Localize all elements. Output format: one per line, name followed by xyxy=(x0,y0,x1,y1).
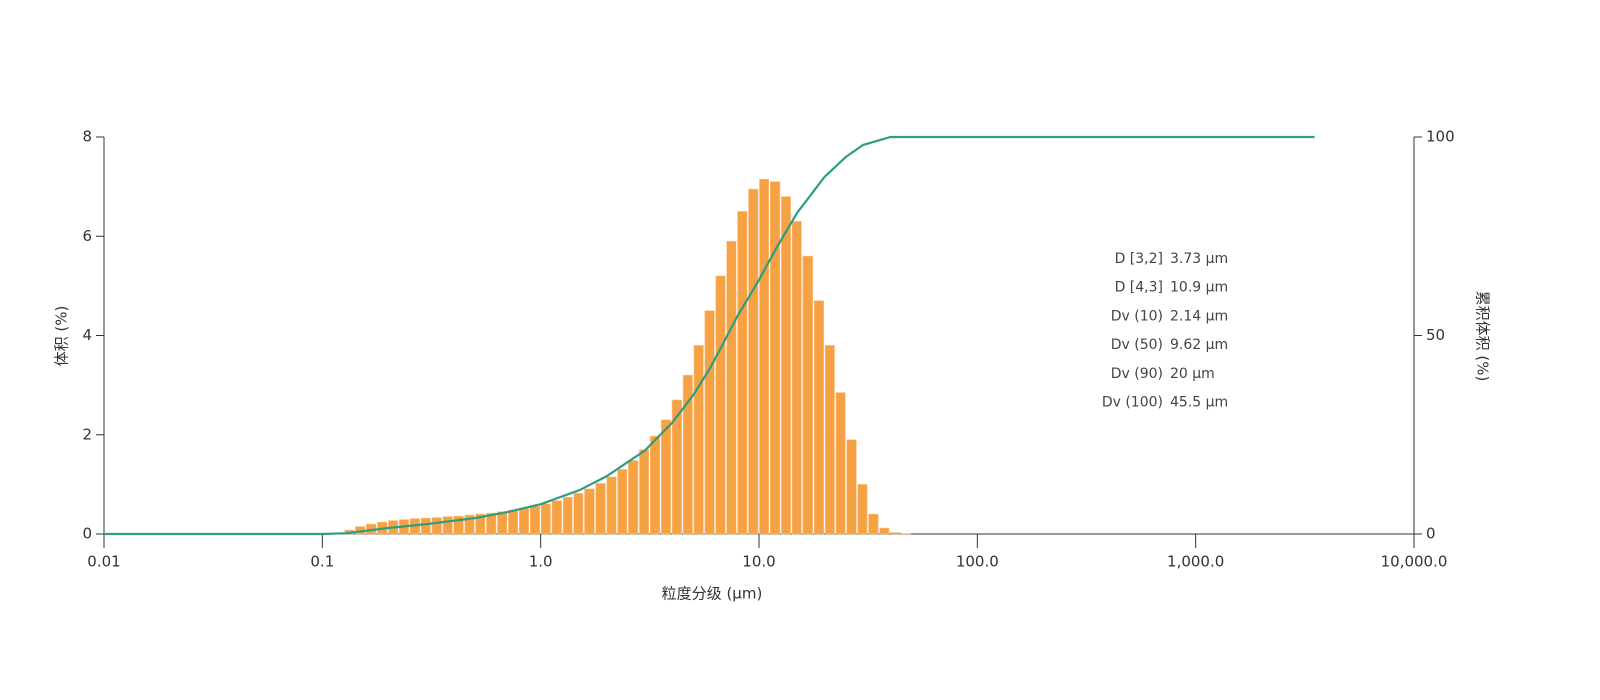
bar xyxy=(704,310,715,535)
bar xyxy=(617,469,628,535)
y2-axis-label: 累积体积 (%) xyxy=(1474,291,1492,382)
x-tick-label: 0.01 xyxy=(87,553,120,571)
bar xyxy=(671,399,682,535)
bar xyxy=(769,181,781,535)
annotation-value: 9.62 μm xyxy=(1170,337,1228,353)
y-tick-label: 0 xyxy=(82,525,92,543)
bar xyxy=(518,507,530,535)
x-tick-label: 10.0 xyxy=(742,553,775,571)
bar xyxy=(791,221,802,535)
annotation-label: Dv (90) xyxy=(1111,366,1163,382)
y2-tick-label: 50 xyxy=(1426,326,1445,344)
x-tick-label: 10,000.0 xyxy=(1381,553,1448,571)
bar xyxy=(420,517,431,535)
bar xyxy=(835,392,846,535)
annotation-value: 3.73 μm xyxy=(1170,251,1228,267)
annotation-label: Dv (100) xyxy=(1102,395,1163,411)
bar xyxy=(475,513,486,535)
bar xyxy=(846,439,857,535)
x-tick-label: 100.0 xyxy=(956,553,999,571)
y-tick-label: 8 xyxy=(82,128,92,146)
bar xyxy=(726,240,737,535)
x-tick-label: 1,000.0 xyxy=(1167,553,1224,571)
bar xyxy=(508,509,519,535)
bar xyxy=(442,516,453,535)
bar xyxy=(464,514,475,535)
y-axis-label: 体积 (%) xyxy=(53,306,71,367)
annotation-label: D [3,2] xyxy=(1115,251,1163,267)
bar xyxy=(890,532,901,535)
bar xyxy=(879,527,890,535)
y-tick-label: 2 xyxy=(82,425,92,443)
annotation-value: 10.9 μm xyxy=(1170,280,1228,296)
annotation-label: Dv (10) xyxy=(1111,308,1163,324)
bar xyxy=(715,275,726,535)
bar xyxy=(453,515,464,535)
bar xyxy=(737,211,748,535)
bar xyxy=(813,300,825,535)
bar xyxy=(639,449,650,535)
annotation-label: D [4,3] xyxy=(1115,280,1163,296)
bar xyxy=(540,503,551,535)
y2-tick-label: 0 xyxy=(1426,525,1436,543)
x-tick-label: 0.1 xyxy=(310,553,334,571)
bar xyxy=(584,488,595,535)
bar xyxy=(649,435,661,535)
bar xyxy=(802,255,813,535)
bar xyxy=(551,500,562,535)
bar xyxy=(497,511,508,535)
bar xyxy=(693,345,704,535)
annotation-label: Dv (50) xyxy=(1111,337,1163,353)
bar xyxy=(868,513,879,535)
bar xyxy=(486,512,497,535)
bar xyxy=(431,517,442,535)
bar xyxy=(824,345,835,535)
y-tick-label: 4 xyxy=(82,326,92,344)
annotation-value: 20 μm xyxy=(1170,366,1215,382)
bar xyxy=(606,476,617,535)
annotation-value: 2.14 μm xyxy=(1170,308,1228,324)
bar xyxy=(748,188,759,535)
bar xyxy=(562,496,573,535)
y2-tick-label: 100 xyxy=(1426,128,1455,146)
x-tick-label: 1.0 xyxy=(529,553,553,571)
bar xyxy=(682,374,693,535)
cumulative-line xyxy=(104,135,1315,536)
annotation-value: 45.5 μm xyxy=(1170,395,1228,411)
bar xyxy=(781,196,791,535)
bar xyxy=(759,178,770,535)
bar xyxy=(660,419,671,535)
bar xyxy=(529,505,540,535)
bar xyxy=(573,493,584,535)
bar xyxy=(857,484,868,535)
bar xyxy=(628,460,639,535)
y-tick-label: 6 xyxy=(82,227,92,245)
bar xyxy=(595,483,606,535)
x-axis-label: 粒度分级 (μm) xyxy=(662,585,763,603)
